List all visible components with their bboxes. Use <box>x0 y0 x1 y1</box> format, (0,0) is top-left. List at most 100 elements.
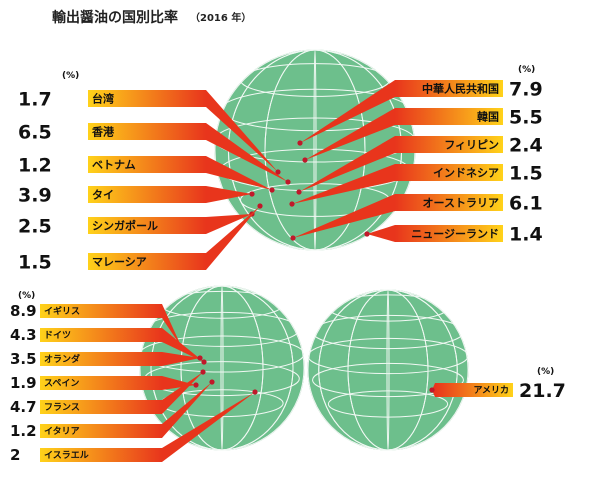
value-label: 1.4 <box>509 224 543 246</box>
callout-asia-1: 香港 6.5 <box>18 122 291 185</box>
bar <box>395 108 503 125</box>
leader-line <box>206 186 252 203</box>
country-label: ドイツ <box>44 330 71 341</box>
value-label: 1.5 <box>509 163 543 185</box>
callout-asia-6: 中華人民共和国 7.9 <box>297 79 543 146</box>
location-dot <box>200 369 206 375</box>
chart-title: 輸出醤油の国別比率 <box>52 9 178 26</box>
value-label: 6.1 <box>509 193 543 215</box>
location-dot <box>257 203 263 209</box>
location-dot <box>201 359 207 365</box>
callout-europe-3: スペイン 1.9 <box>10 374 199 392</box>
bar <box>40 304 162 318</box>
country-label: 香港 <box>91 125 115 139</box>
value-label: 1.5 <box>18 252 52 274</box>
callout-asia-7: 韓国 5.5 <box>302 107 543 163</box>
callout-asia-4: シンガポール 2.5 <box>18 211 255 238</box>
leader-line <box>300 80 395 143</box>
location-dot <box>193 382 199 388</box>
bar <box>40 328 162 342</box>
country-label: イスラエル <box>44 450 89 461</box>
bar <box>40 448 162 462</box>
leader-line <box>293 194 395 238</box>
value-label: 8.9 <box>10 302 37 320</box>
leader-line <box>299 136 395 192</box>
leader-line <box>206 123 288 182</box>
country-label: スペイン <box>44 378 79 389</box>
country-label: フィリピン <box>444 139 499 152</box>
bar <box>88 253 206 270</box>
value-label: 3.5 <box>10 350 37 368</box>
value-label: 6.5 <box>18 122 52 144</box>
globe-america <box>307 289 469 451</box>
bar <box>395 194 503 211</box>
value-label: 4.3 <box>10 326 37 344</box>
leader-line <box>162 376 196 390</box>
leader-line <box>292 164 395 204</box>
callout-asia-5: マレーシア 1.5 <box>18 203 263 274</box>
leader-line <box>162 392 255 462</box>
country-label: ニュージーランド <box>411 228 499 241</box>
location-dot <box>269 187 275 193</box>
leader-line <box>162 382 212 438</box>
location-dot <box>302 157 308 163</box>
leader-line <box>162 328 204 362</box>
bar <box>435 383 513 397</box>
country-label: ベトナム <box>92 159 136 172</box>
location-dot <box>252 389 258 395</box>
location-dot <box>429 387 435 393</box>
country-label: インドネシア <box>433 167 499 180</box>
value-label: 1.7 <box>18 89 52 111</box>
country-label: タイ <box>92 189 114 202</box>
callout-asia-9: インドネシア 1.5 <box>289 163 543 207</box>
bar <box>40 400 162 414</box>
country-label: アメリカ <box>473 385 509 396</box>
value-label: 2 <box>10 446 20 464</box>
leader-line <box>206 214 252 234</box>
country-label: マレーシア <box>92 256 147 269</box>
leader-line <box>367 225 395 242</box>
callout-america-0: アメリカ 21.7 <box>429 380 566 402</box>
country-label: フランス <box>44 402 80 413</box>
callout-europe-2: オランダ 3.5 <box>10 350 203 368</box>
location-dot <box>296 189 302 195</box>
bar <box>88 186 206 203</box>
callout-asia-3: タイ 3.9 <box>18 185 255 207</box>
country-label: 中華人民共和国 <box>422 82 499 96</box>
callout-asia-11: ニュージーランド 1.4 <box>364 224 543 246</box>
value-label: 5.5 <box>509 107 543 129</box>
bar <box>40 352 162 366</box>
bar <box>395 136 503 153</box>
value-label: 3.9 <box>18 185 52 207</box>
value-label: 2.4 <box>509 135 543 157</box>
value-label: 1.2 <box>10 422 37 440</box>
leader-line <box>305 108 395 160</box>
location-dot <box>285 179 291 185</box>
location-dot <box>197 355 203 361</box>
location-dot <box>275 169 281 175</box>
country-label: イギリス <box>44 305 80 317</box>
value-label: 21.7 <box>519 380 566 402</box>
leader-line <box>162 352 200 366</box>
country-label: 韓国 <box>477 110 499 124</box>
callout-asia-2: ベトナム 1.2 <box>18 155 275 193</box>
callout-asia-0: 台湾 1.7 <box>18 89 281 175</box>
callout-asia-10: オーストラリア 6.1 <box>290 193 543 241</box>
value-label: 4.7 <box>10 398 37 416</box>
callout-europe-6: イスラエル 2 <box>10 389 258 464</box>
callouts: (%) 台湾 1.7 香港 6.5 ベトナム 1.2 タイ 3.9 シンガポール 2.5 マレーシア 1… <box>10 65 566 464</box>
leader-line <box>206 90 278 172</box>
location-dot <box>289 201 295 207</box>
bar <box>40 376 162 390</box>
leader-line <box>206 206 260 270</box>
country-label: オーストラリア <box>423 197 499 210</box>
country-label: シンガポール <box>92 219 158 233</box>
callout-europe-1: ドイツ 4.3 <box>10 326 207 365</box>
value-label: 1.2 <box>18 155 52 177</box>
bar <box>88 123 206 140</box>
value-label: 2.5 <box>18 216 52 238</box>
bar <box>40 424 162 438</box>
unit-label: (%) <box>18 291 35 301</box>
callout-europe-4: フランス 4.7 <box>10 369 206 416</box>
